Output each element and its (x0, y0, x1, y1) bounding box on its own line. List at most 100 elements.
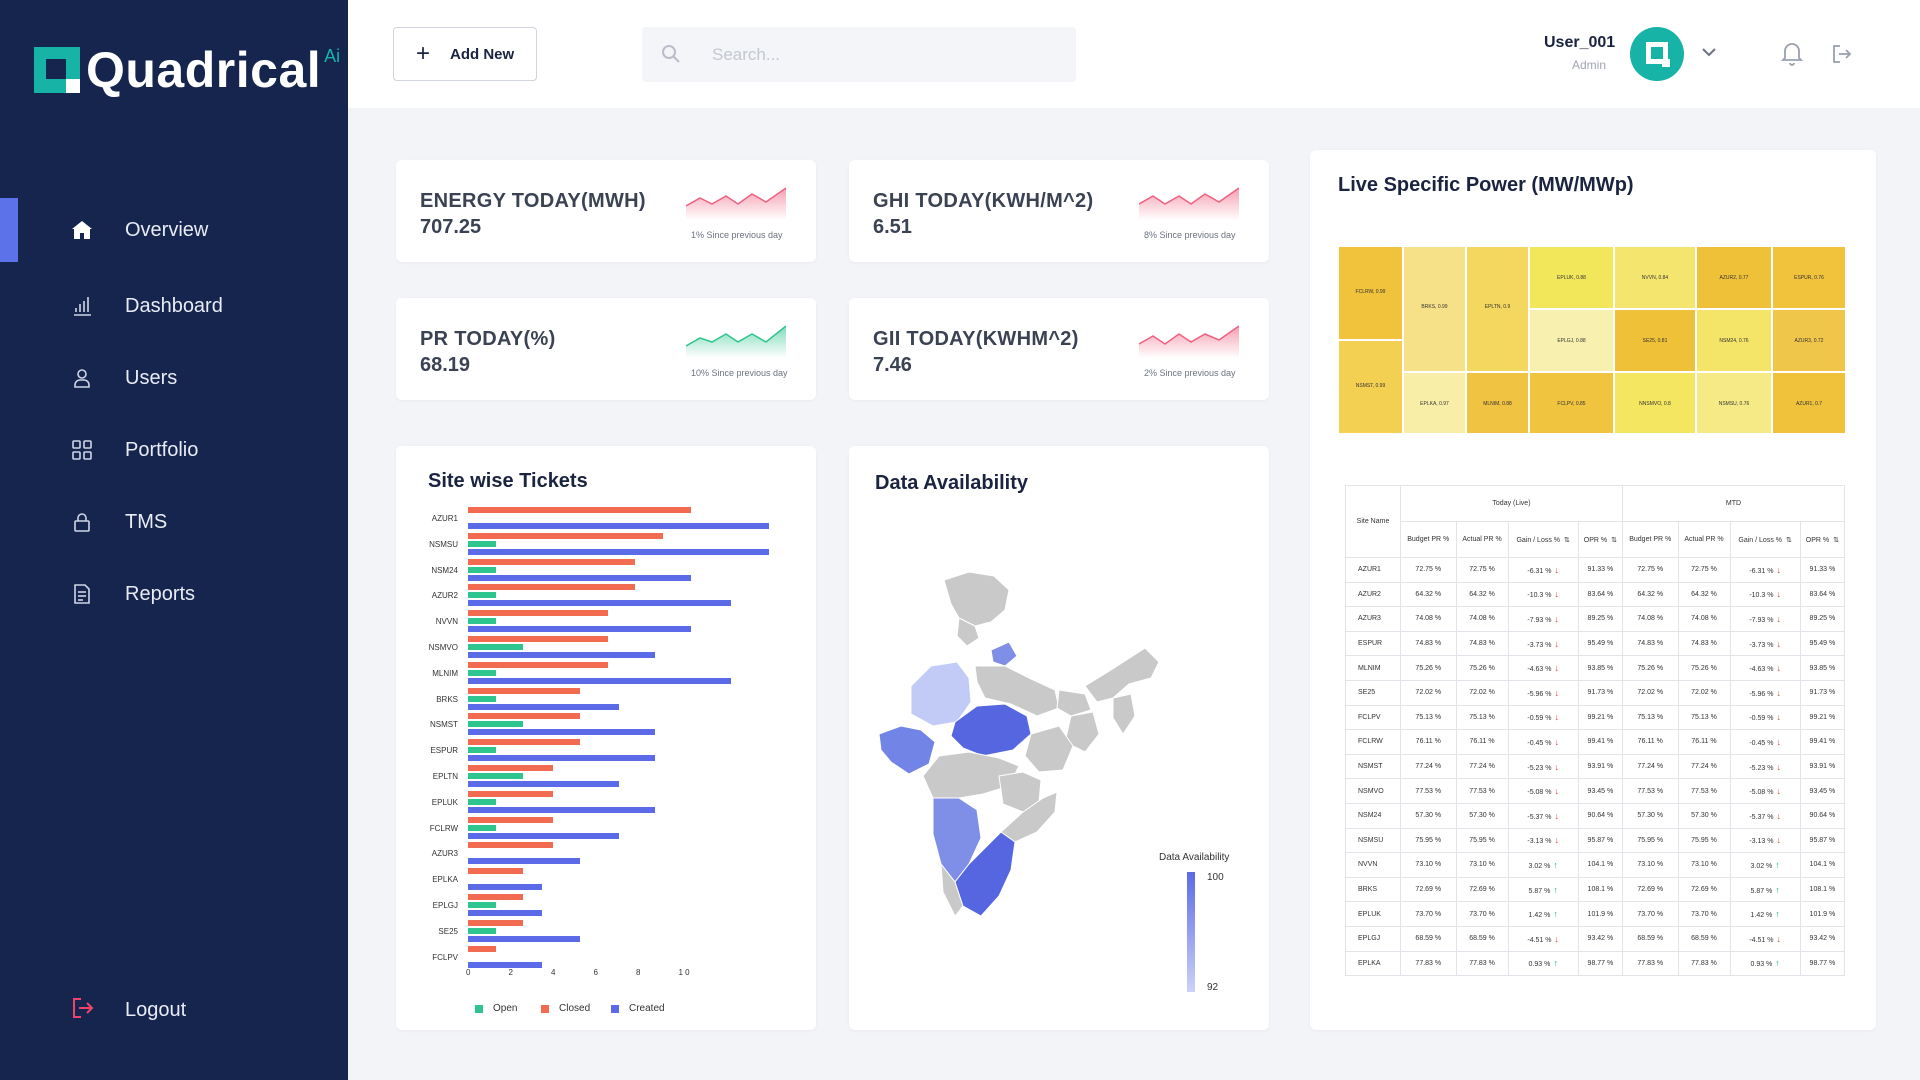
heatmap-cell[interactable]: EPLUK, 0.88 (1529, 246, 1614, 309)
tickets-bar-closed[interactable] (468, 919, 524, 926)
exit-icon[interactable] (1831, 43, 1853, 70)
logout-button[interactable]: Logout (0, 975, 348, 1045)
tickets-bar-open[interactable] (468, 798, 496, 805)
brand-logo[interactable]: Quadrical Ai (34, 40, 340, 100)
tickets-bar-open[interactable] (468, 747, 496, 754)
heatmap-cell[interactable]: NSMST, 0.99 (1338, 340, 1403, 434)
sort-icon[interactable]: ⇅ (1564, 536, 1570, 544)
tickets-bar-created[interactable] (468, 961, 543, 968)
tickets-bar-open[interactable] (468, 721, 524, 728)
tickets-bar-closed[interactable] (468, 584, 636, 591)
search-input[interactable] (712, 27, 1052, 82)
heatmap-cell[interactable]: SE25, 0.81 (1614, 309, 1696, 372)
heatmap-cell[interactable]: ESPUR, 0.76 (1772, 246, 1846, 309)
table-row[interactable]: NSM24 57.30 % 57.30 % -5.37 % ↓ 90.64 % 57.30 … (1345, 802, 1846, 829)
heatmap-cell[interactable]: AZUR2, 0.77 (1696, 246, 1772, 309)
table-row[interactable]: BRKS 72.69 % 72.69 % 5.87 % ↑ 108.1 % 72.69 % 7… (1345, 876, 1846, 903)
tickets-bar-closed[interactable] (468, 945, 496, 952)
tickets-bar-created[interactable] (468, 574, 691, 581)
tickets-bar-closed[interactable] (468, 713, 581, 720)
heatmap-cell[interactable]: NVVN, 0.84 (1614, 246, 1696, 309)
column-header[interactable]: OPR % ⇅ (1577, 521, 1623, 558)
table-row[interactable]: FCLRW 76.11 % 76.11 % -0.45 % ↓ 99.41 % 76.11 … (1345, 729, 1846, 755)
sort-icon[interactable]: ⇅ (1785, 536, 1792, 544)
column-header[interactable]: Gain / Loss % ⇅ (1729, 521, 1801, 558)
tickets-bar-closed[interactable] (468, 790, 553, 797)
table-row[interactable]: NSMVO 77.53 % 77.53 % -5.08 % ↓ 93.45 % 77.53 … (1345, 778, 1846, 804)
tickets-bar-created[interactable] (468, 600, 731, 607)
tickets-bar-closed[interactable] (468, 610, 608, 617)
table-row[interactable]: NVVN 73.10 % 73.10 % 3.02 % ↑ 104.1 % 73.10 % 7… (1345, 852, 1846, 878)
table-row[interactable]: NSMSU 75.95 % 75.95 % -3.13 % ↓ 95.87 % 75.95 … (1345, 827, 1846, 854)
tickets-bar-open[interactable] (468, 644, 524, 650)
heatmap-cell[interactable]: FCLPV, 0.85 (1529, 372, 1614, 434)
bell-icon[interactable] (1780, 40, 1804, 71)
table-row[interactable]: ESPUR 74.83 % 74.83 % -3.73 % ↓ 95.49 % 74.83 … (1345, 630, 1846, 657)
tickets-bar-open[interactable] (468, 618, 496, 625)
tickets-bar-closed[interactable] (468, 765, 553, 771)
sort-icon[interactable]: ⇅ (1833, 536, 1839, 544)
chevron-down-icon[interactable] (1701, 44, 1717, 62)
sort-icon[interactable]: ⇅ (1611, 536, 1617, 544)
table-row[interactable]: EPLGJ 68.59 % 68.59 % -4.51 % ↓ 93.42 % 68.59 … (1345, 925, 1846, 952)
tickets-bar-closed[interactable] (468, 532, 664, 539)
heatmap-cell[interactable]: NSMSU, 0.76 (1696, 372, 1772, 434)
tickets-bar-closed[interactable] (468, 842, 553, 849)
tickets-bar-created[interactable] (468, 858, 581, 865)
tickets-bar-closed[interactable] (468, 894, 524, 900)
heatmap-cell[interactable]: AZUR3, 0.72 (1772, 309, 1846, 372)
tickets-bar-open[interactable] (468, 566, 496, 573)
sidebar-item-overview[interactable]: Overview (0, 198, 348, 262)
tickets-bar-open[interactable] (468, 669, 496, 676)
tickets-bar-created[interactable] (468, 910, 543, 916)
tickets-bar-created[interactable] (468, 703, 619, 710)
tickets-bar-open[interactable] (468, 902, 496, 908)
tickets-bar-closed[interactable] (468, 661, 608, 668)
tickets-bar-open[interactable] (468, 824, 496, 831)
tickets-bar-created[interactable] (468, 832, 619, 839)
tickets-bar-created[interactable] (468, 935, 581, 942)
table-row[interactable]: MLNIM 75.26 % 75.26 % -4.63 % ↓ 93.85 % 75.26 … (1345, 655, 1846, 681)
heatmap-cell[interactable]: NNSMVO, 0.8 (1614, 372, 1696, 434)
tickets-bar-created[interactable] (468, 884, 543, 891)
tickets-bar-closed[interactable] (468, 507, 691, 513)
tickets-bar-created[interactable] (468, 626, 691, 633)
tickets-bar-closed[interactable] (468, 558, 636, 565)
tickets-bar-created[interactable] (468, 729, 655, 736)
heatmap-cell[interactable]: MLNIM, 0.88 (1466, 372, 1529, 434)
table-row[interactable]: NSMST 77.24 % 77.24 % -5.23 % ↓ 93.91 % 77.24 … (1345, 753, 1846, 780)
tickets-bar-closed[interactable] (468, 636, 608, 642)
avatar[interactable] (1630, 27, 1684, 81)
sidebar-item-dashboard[interactable]: Dashboard (0, 270, 348, 342)
add-new-button[interactable]: + Add New (393, 27, 537, 81)
column-header[interactable]: OPR % ⇅ (1799, 521, 1846, 558)
tickets-bar-closed[interactable] (468, 868, 524, 875)
tickets-bar-created[interactable] (468, 781, 619, 787)
tickets-bar-created[interactable] (468, 806, 655, 813)
sidebar-item-tms[interactable]: TMS (0, 486, 348, 558)
tickets-bar-open[interactable] (468, 927, 496, 934)
tickets-bar-closed[interactable] (468, 687, 581, 694)
tickets-bar-closed[interactable] (468, 816, 553, 823)
tickets-bar-open[interactable] (468, 773, 524, 779)
table-row[interactable]: FCLPV 75.13 % 75.13 % -0.59 % ↓ 99.21 % 75.13 … (1345, 704, 1846, 731)
sidebar-item-users[interactable]: Users (0, 342, 348, 414)
tickets-bar-created[interactable] (468, 652, 655, 658)
tickets-bar-created[interactable] (468, 523, 770, 529)
heatmap-cell[interactable]: AZUR1, 0.7 (1772, 372, 1846, 434)
heatmap-cell[interactable]: FCLRW, 0.99 (1338, 246, 1403, 340)
heatmap-cell[interactable]: EPLGJ, 0.88 (1529, 309, 1614, 372)
sidebar-item-portfolio[interactable]: Portfolio (0, 414, 348, 486)
tickets-bar-created[interactable] (468, 755, 655, 762)
tickets-bar-open[interactable] (468, 695, 496, 702)
tickets-bar-created[interactable] (468, 677, 731, 684)
heatmap-cell[interactable]: BRKS, 0.99 (1403, 246, 1466, 372)
table-row[interactable]: AZUR1 72.75 % 72.75 % -6.31 % ↓ 91.33 % 72.75 … (1345, 557, 1846, 583)
table-row[interactable]: SE25 72.02 % 72.02 % -5.96 % ↓ 91.73 % 72.02 %… (1345, 679, 1846, 706)
table-row[interactable]: AZUR3 74.08 % 74.08 % -7.93 % ↓ 89.25 % 74.08 … (1345, 606, 1846, 632)
table-row[interactable]: EPLUK 73.70 % 73.70 % 1.42 % ↑ 101.9 % 73.70 %… (1345, 901, 1846, 927)
table-row[interactable]: EPLKA 77.83 % 77.83 % 0.93 % ↑ 98.77 % 77.83 %… (1345, 950, 1846, 977)
heatmap-cell[interactable]: EPLKA, 0.97 (1403, 372, 1466, 434)
tickets-bar-closed[interactable] (468, 739, 581, 746)
tickets-bar-open[interactable] (468, 540, 496, 547)
